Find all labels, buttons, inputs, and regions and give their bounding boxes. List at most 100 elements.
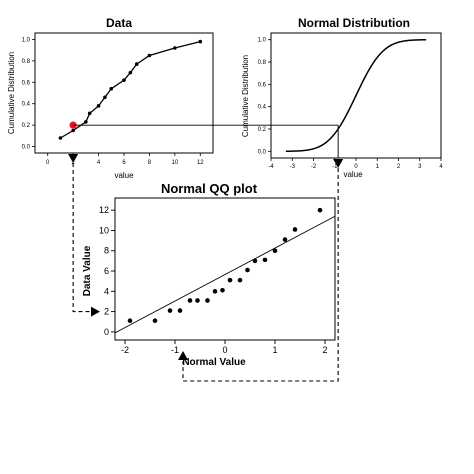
qq-chart-title: Normal QQ plot bbox=[161, 181, 258, 196]
data-point bbox=[134, 62, 139, 66]
normal-x-tick-label: -2 bbox=[311, 164, 317, 170]
qq-point bbox=[245, 267, 250, 273]
normal-x-tick-label: 2 bbox=[397, 164, 401, 170]
data-point bbox=[103, 95, 107, 100]
data-series-line bbox=[60, 40, 201, 139]
data-y-tick-label: 0.6 bbox=[22, 80, 31, 86]
qq-plot-frame bbox=[114, 197, 336, 341]
normal-x-tick-label: 4 bbox=[439, 164, 443, 170]
qq-point bbox=[127, 318, 133, 324]
data-marks bbox=[58, 39, 203, 140]
normal-ticks: -4 -3 -2 -1 0 1 2 3 4 0.0 0.2 0.4 0.6 0.8 1.0 bbox=[258, 38, 444, 170]
qq-y-tick-label: 4 bbox=[104, 286, 109, 296]
qq-x-tick-label: 0 bbox=[222, 345, 227, 355]
data-x-tick-label: 8 bbox=[148, 160, 152, 166]
qq-point bbox=[205, 298, 210, 303]
data-y-tick-label: 0.0 bbox=[22, 145, 31, 151]
qq-point bbox=[262, 257, 268, 263]
qq-point bbox=[282, 237, 288, 242]
normal-x-tick-label: 0 bbox=[354, 164, 358, 170]
qq-y-arrow bbox=[91, 306, 100, 317]
normal-x-axis-label: value bbox=[343, 170, 363, 179]
qq-x-arrow bbox=[178, 351, 188, 360]
data-point bbox=[198, 39, 203, 44]
data-point bbox=[128, 70, 133, 75]
data-x-tick-label: 0 bbox=[46, 160, 50, 166]
data-y-axis-label: Cumulative Distribution bbox=[7, 52, 16, 134]
data-chart-title: Data bbox=[106, 16, 132, 30]
normal-x-tick-label: -4 bbox=[268, 164, 274, 170]
dashed-connector-left bbox=[72, 163, 91, 313]
qq-x-tick-label: -2 bbox=[121, 345, 129, 355]
qq-point bbox=[220, 288, 225, 293]
normal-chart-title: Normal Distribution bbox=[298, 16, 410, 30]
qq-point bbox=[195, 298, 200, 303]
qq-x-tick-label: -1 bbox=[171, 345, 179, 355]
qq-y-tick-label: 6 bbox=[104, 266, 109, 276]
data-point bbox=[58, 136, 63, 140]
data-point bbox=[96, 104, 101, 108]
data-point bbox=[173, 46, 177, 50]
normal-y-tick-label: 0.6 bbox=[258, 82, 267, 88]
data-point bbox=[109, 86, 114, 91]
normal-y-tick-label: 0.4 bbox=[258, 105, 267, 111]
qq-x-tick-label: 1 bbox=[272, 345, 277, 355]
normal-y-tick-label: 0.0 bbox=[258, 149, 267, 155]
data-point bbox=[87, 111, 92, 116]
qq-point bbox=[177, 308, 183, 313]
data-x-tick-label: 4 bbox=[97, 160, 101, 166]
data-x-tick-label: 6 bbox=[122, 160, 126, 166]
qq-x-tick-label: 2 bbox=[322, 345, 327, 355]
normal-y-tick-label: 0.8 bbox=[258, 60, 267, 66]
qq-y-tick-label: 2 bbox=[104, 307, 109, 317]
data-down-arrow bbox=[68, 154, 79, 163]
qq-point bbox=[317, 207, 323, 213]
data-panel: Data 0246810120.00.20.40.60.81.0 value C… bbox=[7, 16, 214, 180]
qq-point bbox=[227, 277, 233, 283]
data-y-tick-label: 0.2 bbox=[22, 123, 31, 129]
normal-x-tick-label: -1 bbox=[332, 164, 338, 170]
normal-y-tick-label: 0.2 bbox=[258, 127, 267, 133]
qq-reference-line bbox=[114, 215, 336, 334]
normal-x-tick-label: 1 bbox=[376, 164, 380, 170]
normal-down-arrow bbox=[333, 159, 344, 168]
data-x-axis-label: value bbox=[114, 171, 134, 180]
qq-point bbox=[212, 289, 218, 294]
data-ticks: 0246810120.00.20.40.60.81.0 bbox=[22, 37, 205, 166]
data-point bbox=[84, 120, 88, 124]
qq-x-axis-label: Normal Value bbox=[182, 357, 246, 368]
normal-y-tick-label: 1.0 bbox=[258, 38, 267, 44]
qq-y-tick-label: 8 bbox=[104, 246, 109, 256]
data-point bbox=[122, 78, 126, 82]
qq-point bbox=[187, 298, 193, 303]
data-y-tick-label: 1.0 bbox=[22, 37, 31, 43]
normal-panel: Normal Distribution -4 -3 -2 -1 0 1 2 3 4 0.0 0.2 0… bbox=[241, 16, 443, 179]
data-plot-frame bbox=[34, 32, 214, 154]
normal-cdf-curve bbox=[285, 39, 427, 152]
connector-arrows bbox=[68, 124, 344, 382]
data-y-tick-label: 0.4 bbox=[22, 102, 31, 108]
qq-marks bbox=[114, 207, 336, 334]
qq-point bbox=[292, 227, 298, 232]
qq-point bbox=[152, 318, 158, 324]
normal-x-tick-label: 3 bbox=[418, 164, 422, 170]
qq-point bbox=[167, 308, 173, 313]
qq-point bbox=[272, 248, 278, 254]
normal-y-axis-label: Cumulative Distribution bbox=[241, 55, 250, 137]
data-point bbox=[71, 128, 75, 133]
data-x-tick-label: 12 bbox=[197, 160, 204, 166]
qq-point bbox=[237, 277, 243, 283]
qq-y-tick-label: 12 bbox=[99, 205, 109, 215]
data-y-tick-label: 0.8 bbox=[22, 59, 31, 65]
qq-point bbox=[252, 258, 258, 264]
qq-y-tick-label: 10 bbox=[99, 225, 109, 235]
data-x-tick-label: 10 bbox=[172, 160, 179, 166]
dashed-connector-right bbox=[182, 168, 339, 382]
qq-y-axis-label: Data Value bbox=[82, 245, 93, 296]
normal-x-tick-label: -3 bbox=[290, 164, 296, 170]
data-point bbox=[147, 53, 152, 58]
normal-marks bbox=[285, 39, 427, 152]
